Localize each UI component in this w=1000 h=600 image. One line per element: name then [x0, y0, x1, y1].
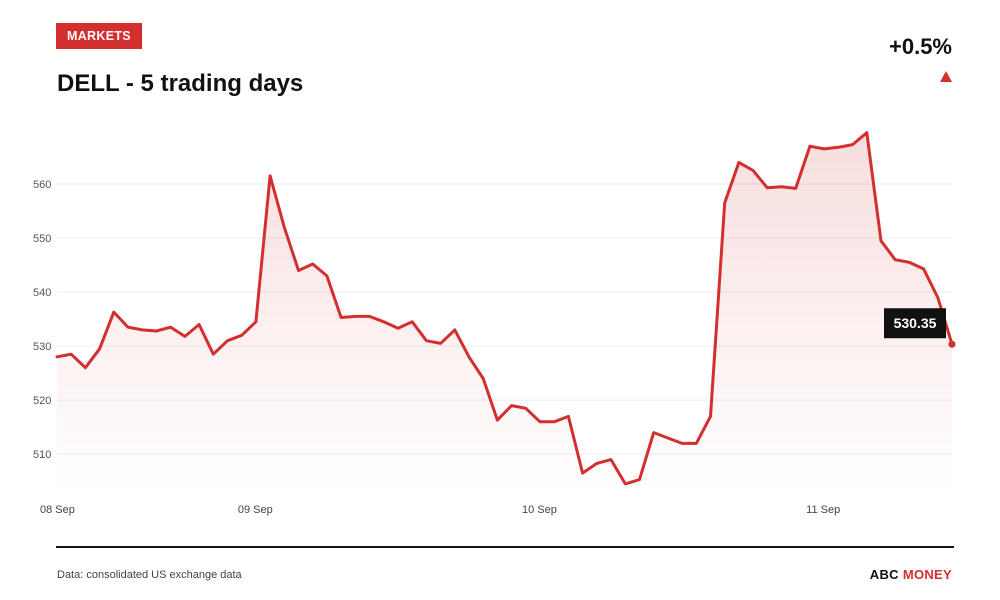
percent-change: +0.5%	[889, 34, 952, 59]
last-price-dot	[948, 340, 956, 348]
chart-title: DELL - 5 trading days	[57, 70, 304, 97]
y-axis: 510 520 530 540 550 560	[33, 179, 51, 461]
y-tick-label: 510	[33, 449, 51, 461]
data-source: Data: consolidated US exchange data	[57, 569, 242, 581]
y-tick-label: 550	[33, 233, 51, 245]
brand-logo[interactable]: ABC MONEY	[870, 567, 952, 582]
x-tick-label: 08 Sep	[40, 504, 75, 516]
brand-part-2: MONEY	[902, 567, 952, 582]
y-tick-label: 530	[33, 341, 51, 353]
section-tag[interactable]: MARKETS	[56, 23, 142, 49]
y-tick-label: 520	[33, 395, 51, 407]
up-arrow-icon	[940, 71, 952, 82]
last-price-badge: 530.35	[884, 308, 946, 339]
y-tick-label: 540	[33, 287, 51, 299]
footer-divider	[56, 546, 954, 548]
y-tick-label: 560	[33, 179, 51, 191]
price-area	[57, 132, 952, 492]
x-tick-label: 10 Sep	[522, 504, 557, 516]
price-line	[55, 131, 954, 486]
x-tick-label: 11 Sep	[806, 504, 840, 516]
brand-part-1: ABC	[869, 567, 899, 582]
last-price-label: 530.35	[894, 315, 937, 331]
x-tick-label: 09 Sep	[238, 504, 273, 516]
